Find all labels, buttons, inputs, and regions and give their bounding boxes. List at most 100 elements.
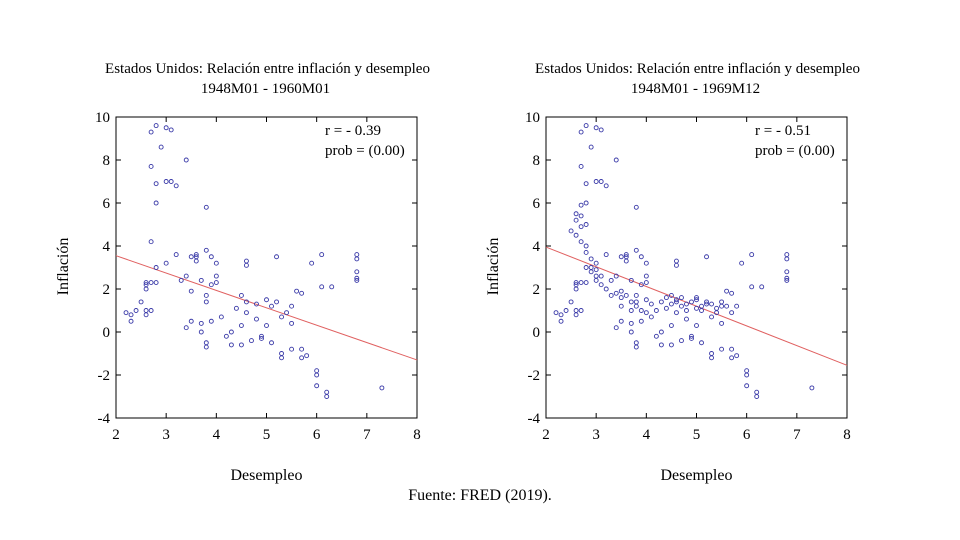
c1-data-point [668, 342, 674, 348]
c1-data-point [583, 200, 589, 206]
c1-data-point [633, 293, 639, 298]
c1-data-point [593, 273, 599, 279]
c0-data-point [314, 383, 320, 389]
c0-data-point [309, 260, 315, 266]
c0-data-point [354, 275, 360, 281]
c1-data-point [729, 355, 735, 361]
c1-data-point [593, 179, 599, 184]
c0-data-point [279, 355, 284, 361]
c0-data-point [213, 260, 219, 266]
c0-data-point [163, 125, 169, 131]
c1-data-point [613, 290, 619, 296]
c1-data-point [704, 254, 709, 260]
c0-data-point [264, 323, 269, 328]
c1-data-point [618, 288, 624, 294]
c1-data-point [809, 385, 815, 391]
c0-data-point [218, 314, 224, 320]
c1-data-point [593, 267, 599, 273]
c1-data-point [663, 305, 669, 311]
c0-data-point [163, 260, 169, 266]
c1-data-point [643, 297, 649, 303]
c1-data-point [648, 314, 654, 320]
c1-data-point [673, 299, 679, 305]
c1-data-point [759, 284, 765, 290]
c0-plot-frame [115, 116, 418, 419]
c1-data-point [593, 260, 599, 266]
c0-data-point [143, 280, 149, 285]
c0-x-tick-label: 3 [162, 427, 170, 443]
c1-data-point [598, 127, 604, 133]
c1-data-point [673, 262, 679, 268]
c1-data-point [709, 314, 714, 320]
c0-data-point [173, 183, 179, 189]
c1-data-point [583, 249, 589, 255]
c0-data-point [264, 297, 269, 303]
c0-data-point [198, 329, 204, 335]
c1-data-point [684, 301, 689, 307]
c1-data-point [603, 183, 609, 189]
c0-data-point [153, 181, 159, 187]
scatter-chart-1948-1960: Estados Unidos: Relación entre inflación… [55, 61, 430, 484]
c0-data-point [183, 273, 189, 279]
c1-data-point [668, 301, 674, 307]
c0-annotation-prob: prob = (0.00) [325, 143, 405, 159]
c1-x-tick-label: 8 [843, 427, 851, 443]
c1-data-point [568, 228, 574, 234]
c0-data-point [279, 314, 284, 320]
c0-data-point [243, 299, 249, 305]
c1-data-point [694, 297, 699, 303]
c0-data-point [198, 277, 204, 283]
c1-plot-frame [545, 116, 848, 419]
c1-data-point [678, 303, 684, 309]
c0-data-point [188, 318, 194, 324]
c0-data-point [213, 280, 219, 285]
c1-data-point [709, 301, 714, 307]
c1-data-point [638, 282, 644, 288]
c0-annotation-r: r = - 0.39 [325, 123, 381, 139]
c1-data-point [658, 342, 664, 348]
c0-data-point [158, 144, 164, 150]
scatter-chart-1948-1969: Estados Unidos: Relación entre inflación… [430, 0, 910, 540]
c1-data-point [588, 269, 594, 275]
c1-data-point [784, 277, 790, 283]
c0-data-point [208, 282, 214, 288]
c1-x-tick-label: 5 [693, 427, 701, 443]
c0-data-point [269, 303, 274, 309]
c1-data-point [744, 383, 750, 389]
c1-x-tick-label: 7 [793, 427, 801, 443]
c0-data-point [299, 355, 305, 361]
c0-data-point [143, 282, 149, 288]
c0-data-point [314, 372, 320, 378]
c1-data-point [613, 325, 619, 331]
c1-data-point [583, 222, 589, 227]
c1-x-tick-label: 6 [743, 427, 751, 443]
c1-data-point [653, 308, 659, 313]
c0-data-point [233, 305, 239, 311]
c0-data-point [304, 353, 310, 359]
c0-data-point [203, 344, 209, 350]
c1-y-tick-label: 0 [533, 325, 541, 341]
c1-data-point [643, 260, 649, 266]
c1-data-point [628, 277, 634, 283]
c1-data-point [618, 303, 624, 309]
c1-data-point [673, 310, 679, 316]
c1-data-point [643, 273, 649, 279]
c0-x-tick-label: 4 [213, 427, 221, 443]
c0-data-point [324, 389, 330, 395]
c1-x-tick-label: 3 [592, 427, 600, 443]
c1-data-point [578, 239, 584, 245]
c1-data-point [754, 389, 760, 395]
c1-data-point [628, 320, 634, 326]
c0-data-point [284, 310, 290, 316]
c0-data-point [203, 247, 209, 253]
c0-fit-line [115, 255, 418, 361]
c1-data-point [593, 125, 599, 131]
c1-data-point [658, 329, 664, 335]
chart-svg-left: Estados Unidos: Relación entre inflación… [55, 61, 430, 484]
c0-x-axis-label: Desempleo [231, 467, 303, 484]
c1-data-point [749, 284, 755, 290]
c0-data-point [254, 316, 259, 322]
c1-data-point [558, 312, 564, 318]
c0-data-point [153, 265, 159, 270]
c0-data-point [148, 129, 154, 135]
